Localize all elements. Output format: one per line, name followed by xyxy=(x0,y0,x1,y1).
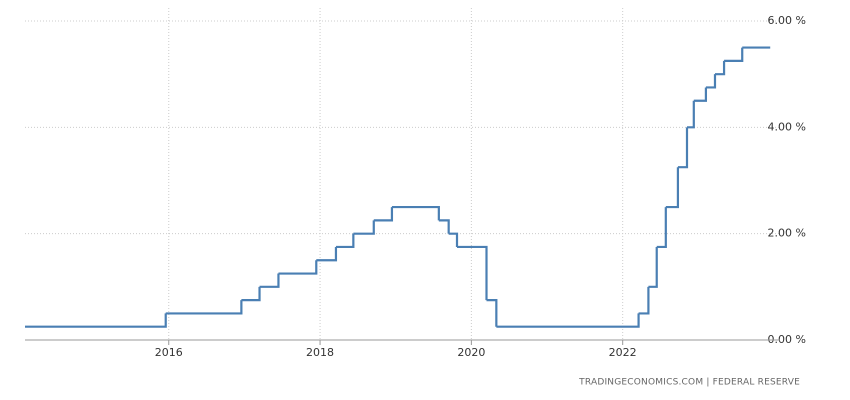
step-segment xyxy=(724,47,744,62)
x-tick-label: 2020 xyxy=(457,346,485,359)
y-tick-label: 2.00 % xyxy=(768,227,806,240)
step-segment xyxy=(686,100,695,129)
step-segment xyxy=(486,299,498,327)
step-segment xyxy=(705,74,717,89)
step-segment xyxy=(259,273,280,288)
step-segment xyxy=(665,167,680,209)
source: TRADINGECONOMICS.COM | FEDERAL RESERVE xyxy=(578,378,800,388)
step-segment xyxy=(677,127,689,169)
step-segment xyxy=(656,207,667,249)
x-tick-label: 2016 xyxy=(155,346,183,359)
step-segment xyxy=(448,232,459,247)
x-tick-label: 2018 xyxy=(306,346,334,359)
y-tick-label: 6.00 % xyxy=(768,14,806,27)
x-tick-label: 2022 xyxy=(609,346,637,359)
step-segment xyxy=(496,313,640,328)
step-segment xyxy=(391,205,440,221)
step-segment xyxy=(456,245,488,301)
step-segment xyxy=(165,300,243,315)
step-segment xyxy=(438,219,450,234)
step-segment xyxy=(353,220,375,235)
y-tick-label: 0.00 % xyxy=(768,333,806,346)
step-segment xyxy=(373,207,394,222)
step-segment xyxy=(714,60,726,76)
step-segment xyxy=(693,87,708,102)
step-segment xyxy=(316,246,338,262)
step-segment xyxy=(241,286,261,302)
step-segment xyxy=(278,260,318,275)
step-segment xyxy=(335,233,355,249)
step-segment xyxy=(648,246,658,288)
step-segment xyxy=(638,286,650,315)
step-segment xyxy=(25,313,167,328)
y-tick-label: 4.00 % xyxy=(768,120,806,133)
